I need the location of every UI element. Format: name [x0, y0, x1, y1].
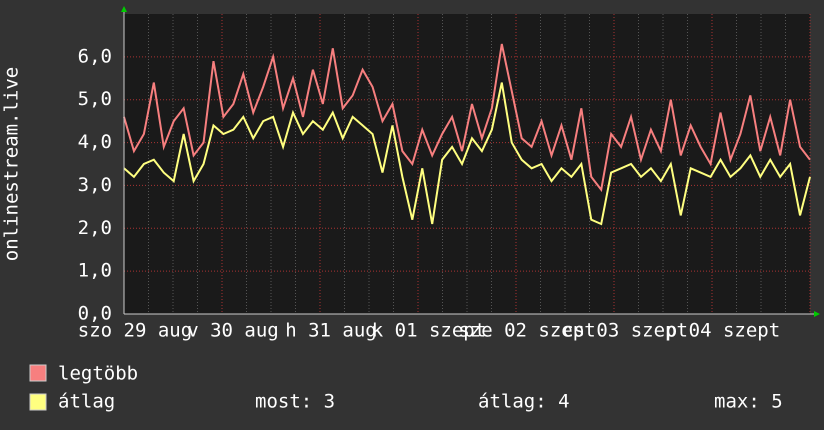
stat: átlag: 4 — [478, 391, 570, 413]
y-tick-label: 5,0 — [78, 88, 112, 110]
y-tick-label: 0,0 — [78, 303, 112, 325]
y-tick-label: 3,0 — [78, 174, 112, 196]
y-axis-label: onlinestream.live — [1, 67, 23, 261]
series-line — [123, 43, 811, 193]
lines — [123, 43, 811, 226]
stat: most: 3 — [255, 391, 335, 413]
y-tick-label: 4,0 — [78, 131, 112, 153]
x-tick-label: k 01 szept — [372, 320, 486, 342]
x-tick-label: p 04 szept — [666, 320, 780, 342]
series-line — [123, 82, 811, 226]
y-tick-label: 1,0 — [78, 260, 112, 282]
legend-label: átlag — [58, 391, 115, 413]
x-tick-label: szo 29 aug — [78, 320, 192, 342]
legend-label: legtöbb — [58, 363, 138, 385]
x-tick-label: h 31 aug — [285, 320, 377, 342]
x-tick-label: cs 03 szept — [562, 320, 688, 342]
x-arrow — [814, 311, 820, 317]
x-tick-label: v 30 aug — [187, 320, 279, 342]
stat: max: 5 — [714, 391, 783, 413]
legend-swatch — [29, 393, 47, 411]
x-tick-label: sze 02 szept — [458, 320, 595, 342]
y-arrow — [121, 6, 127, 12]
y-tick-label: 2,0 — [78, 217, 112, 239]
y-tick-label: 6,0 — [78, 45, 112, 67]
legend-swatch — [29, 364, 47, 382]
